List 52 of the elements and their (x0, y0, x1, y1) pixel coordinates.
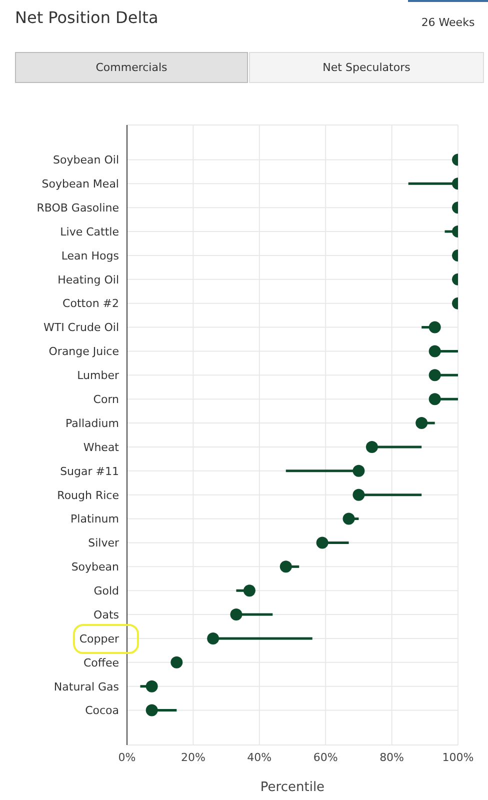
y-tick-label: Cotton #2 (62, 297, 119, 310)
x-tick-label: 40% (247, 750, 272, 764)
x-tick-label: 20% (180, 750, 206, 764)
x-tick-label: 60% (313, 750, 338, 764)
text: Commercials (15, 52, 248, 83)
y-tick-label: Copper (79, 632, 120, 646)
x-tick-label: 100% (442, 750, 474, 764)
y-tick-label: RBOB Gasoline (36, 201, 120, 214)
text: 26 Weeks (408, 0, 488, 42)
text: Net Speculators (249, 52, 484, 83)
y-tick-label: Heating Oil (58, 273, 119, 286)
y-tick-label: Soybean Meal (42, 178, 119, 191)
point (170, 656, 183, 668)
y-tick-label: Lean Hogs (61, 249, 120, 262)
y-tick-label: Palladium (66, 416, 119, 430)
x-axis-title: Percentile (260, 780, 325, 795)
y-tick-label: WTI Crude Oil (43, 321, 119, 334)
y-tick-label: Rough Rice (57, 488, 120, 502)
chart-title: Net Position Delta (15, 8, 158, 27)
y-tick-label: Orange Juice (48, 345, 120, 358)
y-tick-label: Cocoa (85, 704, 119, 718)
y-tick-label: Silver (88, 536, 120, 550)
x-tick-label: 80% (380, 750, 404, 764)
point (366, 440, 378, 453)
y-tick-label: Oats (94, 608, 120, 622)
point (342, 512, 355, 525)
point (207, 632, 220, 644)
y-tick-label: Gold (94, 584, 119, 598)
y-tick-label: Lumber (77, 369, 120, 382)
y-tick-label: Corn (93, 393, 120, 406)
y-tick-label: Coffee (83, 656, 120, 670)
y-tick-label: Platinum (70, 512, 119, 526)
y-tick-label: Sugar #11 (60, 464, 119, 478)
point (146, 704, 158, 716)
y-tick-label: Soybean Oil (53, 154, 119, 167)
point (316, 536, 328, 549)
x-tick-label: 0% (118, 750, 136, 764)
point (230, 608, 242, 621)
y-tick-label: Live Cattle (60, 225, 120, 238)
y-tick-label: Natural Gas (54, 680, 120, 694)
point (280, 560, 292, 573)
point (146, 680, 158, 692)
point (243, 584, 256, 597)
point (428, 393, 441, 406)
point (352, 488, 365, 501)
point (428, 369, 441, 382)
point (352, 464, 365, 477)
point (428, 321, 441, 334)
point (416, 417, 428, 430)
y-tick-label: Wheat (83, 440, 120, 454)
y-tick-label: Soybean (71, 560, 120, 574)
point (428, 345, 441, 358)
